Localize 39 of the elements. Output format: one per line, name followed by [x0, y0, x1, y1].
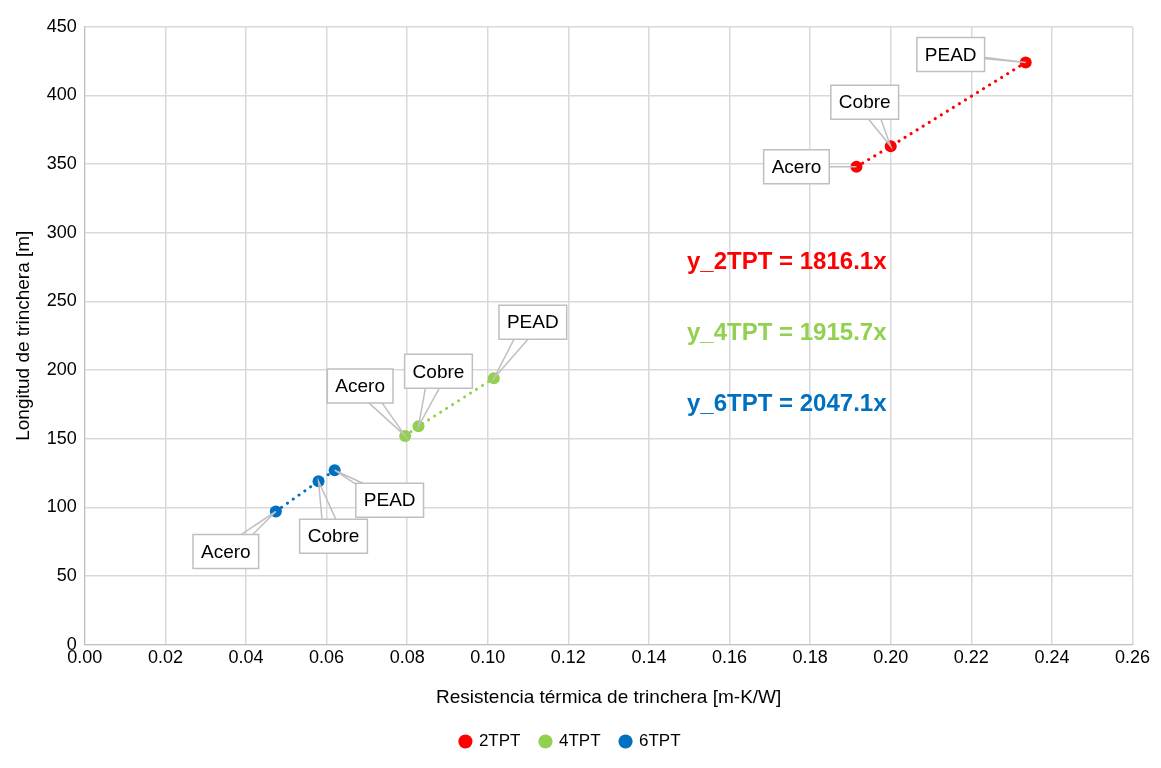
annotation: Cobre [412, 360, 465, 382]
y-axis-title: Longitud de trinchera [m] [11, 230, 33, 441]
annotation: Cobre [307, 525, 360, 547]
annotation: Acero [201, 540, 251, 562]
y-tick-label: 150 [46, 427, 77, 448]
annotation: PEAD [363, 489, 416, 511]
x-tick-label: 0.12 [550, 647, 586, 668]
x-tick-label: 0.04 [228, 647, 264, 668]
y-tick-label: 450 [46, 15, 77, 36]
x-tick-label: 0.18 [792, 647, 828, 668]
legend-label: 4TPT [558, 731, 601, 751]
y-tick-label: 400 [46, 84, 77, 105]
x-tick-label: 0.10 [470, 647, 506, 668]
y-tick-label: 350 [46, 153, 77, 174]
x-tick-label: 0.14 [631, 647, 667, 668]
x-tick-label: 0.08 [389, 647, 425, 668]
x-tick-label: 0.24 [1034, 647, 1070, 668]
y-tick-label: 200 [46, 358, 77, 379]
x-tick-label: 0.06 [309, 647, 345, 668]
annotation: y_2TPT = 1816.1x [687, 247, 888, 275]
annotation: Cobre [838, 91, 891, 113]
x-tick-label: 0.20 [873, 647, 909, 668]
x-tick-label: 0.26 [1114, 647, 1151, 668]
annotation: Acero [335, 375, 385, 397]
x-tick-label: 0.16 [712, 647, 748, 668]
annotation: PEAD [506, 311, 559, 333]
annotation: y_6TPT = 2047.1x [687, 389, 888, 417]
legend-label: 6TPT [639, 731, 681, 751]
x-axis-title: Resistencia térmica de trinchera [m-K/W] [436, 685, 782, 707]
annotation: Acero [771, 156, 822, 178]
x-tick-label: 0.02 [147, 647, 183, 668]
y-tick-label: 300 [46, 221, 77, 242]
y-tick-label: 50 [56, 564, 77, 585]
y-tick-label: 250 [46, 290, 77, 311]
legend-label: 2TPT [478, 731, 521, 751]
x-tick-label: 0.22 [953, 647, 989, 668]
annotation: PEAD [924, 43, 977, 65]
y-tick-label: 100 [46, 496, 77, 517]
annotation: y_4TPT = 1915.7x [687, 318, 888, 346]
